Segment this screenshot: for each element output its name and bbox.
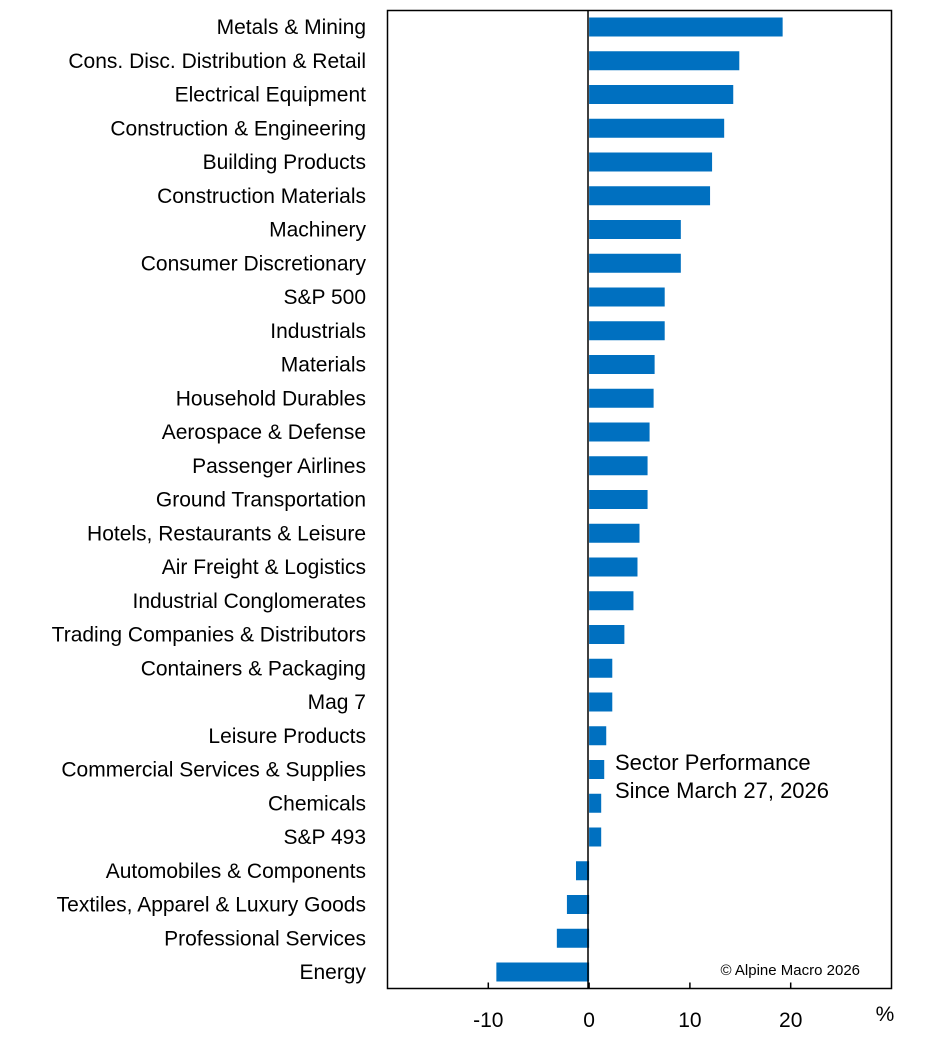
bar (589, 658, 613, 678)
category-label: Air Freight & Logistics (162, 556, 366, 579)
x-tick-label: -10 (473, 1009, 503, 1032)
bar (589, 220, 681, 239)
bar (589, 85, 734, 104)
category-label: Consumer Discretionary (141, 252, 367, 275)
bar (589, 827, 602, 847)
chart-subtitle: Since March 27, 2026 (615, 778, 829, 803)
x-axis-ticks: -10 0 10 20 (473, 982, 802, 1032)
bar (589, 388, 654, 408)
category-labels: Metals & Mining Cons. Disc. Distribution … (52, 16, 367, 984)
x-tick-label: 0 (583, 1009, 595, 1032)
bar (589, 625, 625, 644)
category-label: Mag 7 (308, 691, 366, 714)
chart-title: Sector Performance (615, 750, 811, 775)
bar (566, 895, 590, 914)
bar (589, 186, 711, 206)
category-label: Household Durables (176, 387, 366, 410)
category-label: Passenger Airlines (192, 455, 366, 478)
x-tick-label: 10 (678, 1009, 701, 1032)
category-label: Industrials (270, 320, 366, 343)
bar (589, 692, 613, 712)
bar (589, 287, 665, 307)
category-label: Construction Materials (157, 185, 366, 208)
category-label: Cons. Disc. Distribution & Retail (68, 50, 366, 73)
category-label: Building Products (203, 151, 366, 174)
bar (589, 253, 681, 273)
category-label: Ground Transportation (156, 489, 366, 512)
bar (589, 51, 740, 71)
plot-frame (386, 9, 893, 990)
category-label: Trading Companies & Distributors (52, 624, 366, 647)
category-label: Textiles, Apparel & Luxury Goods (57, 894, 366, 917)
bar (589, 760, 605, 779)
bar (589, 557, 638, 577)
x-axis-unit-label: % (876, 1003, 895, 1026)
category-label: Leisure Products (208, 725, 366, 748)
category-label: Construction & Engineering (110, 117, 366, 140)
bar (589, 422, 650, 442)
bar (589, 152, 713, 172)
bar (589, 17, 783, 37)
bar (589, 118, 725, 138)
bar (589, 321, 665, 341)
bar (556, 928, 590, 948)
bar (575, 861, 590, 881)
x-tick-label: 20 (779, 1009, 802, 1032)
bar (589, 726, 607, 746)
bar (589, 523, 640, 543)
category-label: Containers & Packaging (141, 657, 366, 680)
bar (589, 591, 634, 611)
category-label: S&P 493 (283, 826, 366, 849)
category-label: Hotels, Restaurants & Leisure (87, 522, 366, 545)
category-label: Electrical Equipment (175, 84, 367, 107)
category-label: S&P 500 (283, 286, 366, 309)
category-label: Energy (299, 961, 366, 984)
category-label: Machinery (269, 219, 366, 242)
bar (589, 793, 602, 813)
bars-layer (496, 17, 783, 982)
category-label: Materials (281, 354, 366, 377)
bar (589, 456, 648, 476)
category-label: Aerospace & Defense (162, 421, 366, 444)
bar (589, 490, 648, 509)
category-label: Chemicals (268, 792, 366, 815)
category-label: Industrial Conglomerates (133, 590, 366, 613)
category-label: Professional Services (164, 927, 366, 950)
category-label: Commercial Services & Supplies (61, 759, 366, 782)
category-label: Automobiles & Components (106, 860, 366, 883)
bar (496, 962, 590, 982)
category-label: Metals & Mining (217, 16, 366, 39)
copyright-note: © Alpine Macro 2026 (721, 962, 860, 979)
bar (589, 355, 655, 374)
